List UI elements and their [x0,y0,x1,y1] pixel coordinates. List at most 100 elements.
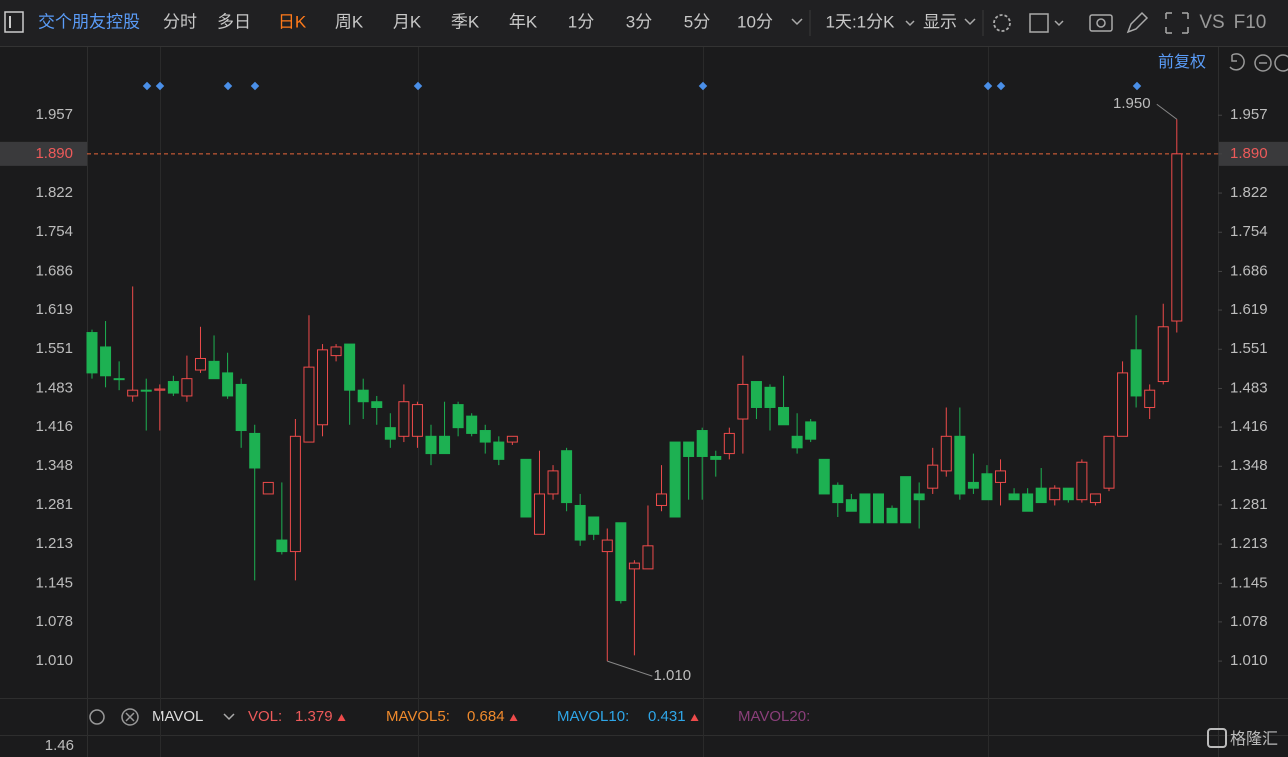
period-tab[interactable]: 季K [451,12,480,31]
y-tick-label-right: 1.890 [1230,145,1268,162]
candle-body [750,381,762,408]
candle-body [1076,461,1088,501]
y-tick-label-right: 1.010 [1230,652,1268,669]
candle-body [181,378,193,397]
candle-body [1022,493,1034,512]
shape-icon[interactable] [1029,13,1049,33]
candle-body [276,539,288,553]
indicator-settings[interactable] [89,709,105,725]
y-tick-label-right: 1.416 [1230,418,1268,435]
annotation-leader [1156,103,1178,120]
fullscreen-icon[interactable] [1165,12,1189,34]
candle-body [479,430,491,443]
candle-body [384,427,396,440]
candle-body [1089,493,1101,504]
candle-body [791,435,803,449]
candle-body [723,432,735,455]
adjust-mode[interactable]: 前复权 [1158,53,1206,71]
y-tick-label-right: 1.078 [1230,613,1268,630]
last-price-tag [1219,141,1288,166]
f10-button[interactable]: F10 [1234,12,1267,33]
event-marker[interactable] [155,81,165,91]
candle-body [1157,326,1169,383]
indicator-close[interactable] [121,708,139,726]
period-tab[interactable]: 日K [278,12,307,31]
candle-body [506,435,518,443]
period-tab[interactable]: 多日 [217,12,251,31]
chevron[interactable] [223,713,235,721]
period-tab[interactable]: 3分 [626,12,652,31]
candle-body [452,404,464,429]
candle-body [872,493,884,524]
candle-body [615,522,627,602]
period-tab[interactable]: 月K [393,12,422,31]
chevron[interactable] [964,18,976,26]
undo-icon[interactable] [1229,53,1245,71]
y-tick-label-right: 1.281 [1230,496,1268,513]
y-tick-label: 1.213 [35,535,73,552]
event-marker[interactable] [250,81,260,91]
candle-body [113,378,125,381]
event-marker[interactable] [142,81,152,91]
zoom-out-icon[interactable] [1254,54,1272,72]
event-marker[interactable] [223,81,233,91]
candle-body [601,539,613,553]
vs-button[interactable]: VS [1199,12,1224,33]
candle-body [981,473,993,501]
candle-body [194,357,206,371]
period-tab[interactable]: 10分 [737,12,773,31]
candle-body [86,332,98,374]
indicator-name[interactable]: MAVOL [152,708,203,725]
chevron[interactable] [791,18,803,26]
candle-body [289,435,301,553]
menu-icon[interactable] [4,11,24,33]
y-tick-label: 1.957 [35,106,73,123]
camera-icon[interactable] [1089,14,1113,32]
candle-body [1117,372,1129,437]
trend-arrow [337,714,346,721]
y-tick-label-right: 1.483 [1230,379,1268,396]
candle-body [967,481,979,489]
close-x [125,712,135,722]
chevron[interactable] [905,20,915,27]
candle-body [439,435,451,455]
annotation-leader [607,660,653,677]
y-tick-label-right: 1.822 [1230,184,1268,201]
zoom-in-icon[interactable] [1274,54,1288,72]
volume-axis-label: 1.46 [45,737,74,754]
range-select[interactable]: 1天:1分K [826,12,896,31]
y-tick-label-right: 1.957 [1230,106,1268,123]
candle-body [411,404,423,437]
pen-icon[interactable] [1126,11,1149,34]
candle-body [330,346,342,357]
period-tab[interactable]: 1分 [568,12,594,31]
period-tab[interactable]: 年K [509,12,538,31]
candle-body [574,504,586,541]
candle-body [235,383,247,432]
candle-body [493,441,505,460]
indicator-label: MAVOL5: [386,708,450,725]
y-tick-label-right: 1.619 [1230,301,1268,318]
candle-body [1049,487,1061,501]
candle-body [737,383,749,420]
last-price-tag [0,141,87,166]
candle-body [1130,349,1142,397]
candle-body [845,499,857,512]
settings-icon[interactable] [993,14,1011,32]
period-tab[interactable]: 周K [335,12,364,31]
candle-body [656,493,668,506]
display-select[interactable]: 显示 [923,12,957,31]
y-tick-label-right: 1.145 [1230,574,1268,591]
period-tab[interactable]: 分时 [163,12,197,31]
candle-body [547,470,559,495]
candle-body [249,432,261,469]
period-tab[interactable]: 5分 [684,12,710,31]
candle-body [561,450,573,504]
candle-body [100,346,112,377]
candle-body [764,386,776,408]
y-tick-label: 1.145 [35,574,73,591]
stock-name[interactable]: 交个朋友控股 [38,12,140,31]
event-marker[interactable] [413,81,423,91]
candle-body [466,415,478,434]
